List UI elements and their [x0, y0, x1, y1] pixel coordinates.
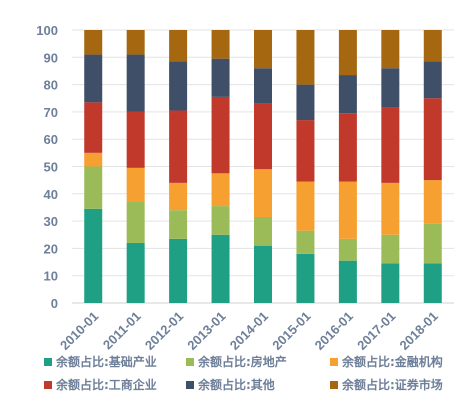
- bar-segment: [84, 102, 103, 153]
- legend-item: 余额占比:工商企业: [44, 377, 157, 392]
- legend-swatch: [186, 358, 194, 366]
- bar-segment: [126, 167, 145, 202]
- bar-segment: [126, 54, 145, 112]
- bar-segment: [169, 110, 188, 183]
- bar-segment: [84, 166, 103, 209]
- bar-segment: [381, 68, 400, 108]
- bar-segment: [423, 61, 442, 99]
- legend-item: 余额占比:其他: [186, 377, 275, 392]
- bar-segment: [211, 96, 230, 174]
- bar-segment: [254, 103, 272, 170]
- bar-segment: [423, 223, 442, 264]
- bar-segment: [338, 75, 357, 114]
- bar-segment: [423, 263, 442, 303]
- bar-segment: [296, 84, 315, 121]
- bar-segment: [381, 263, 400, 303]
- legend-swatch: [44, 381, 52, 389]
- y-tick-label: 10: [44, 269, 58, 284]
- bar-segment: [296, 30, 315, 85]
- bar-segment: [423, 98, 442, 181]
- bar-segment: [126, 201, 145, 243]
- y-tick-label: 80: [44, 78, 58, 93]
- bar-segment: [381, 107, 400, 183]
- x-tick-label: 2012-01: [142, 309, 186, 353]
- bar-segment: [126, 242, 145, 303]
- bar-segment: [84, 54, 103, 103]
- y-tick-label: 40: [44, 187, 58, 202]
- y-tick-label: 70: [44, 105, 58, 120]
- bar-segment: [338, 181, 357, 239]
- bar-segment: [84, 152, 103, 167]
- legend-swatch: [330, 358, 338, 366]
- bar-segment: [254, 30, 272, 69]
- legend-swatch: [44, 358, 52, 366]
- bar-segment: [126, 111, 145, 168]
- legend-label: 余额占比:工商企业: [55, 377, 157, 392]
- y-tick-label: 20: [44, 241, 58, 256]
- y-tick-label: 90: [44, 50, 58, 65]
- x-tick-label: 2014-01: [227, 309, 271, 353]
- bar-segment: [169, 210, 188, 239]
- bars-layer: [84, 30, 442, 303]
- y-tick-label: 30: [44, 214, 58, 229]
- y-tick-label: 60: [44, 132, 58, 147]
- bar-segment: [169, 61, 188, 111]
- bar-segment: [254, 169, 272, 218]
- x-tick-label: 2018-01: [397, 309, 441, 353]
- bar-segment: [84, 208, 103, 303]
- legend-item: 余额占比:房地产: [186, 354, 287, 369]
- x-tick-labels: 2010-012011-012012-012013-012014-012015-…: [57, 309, 441, 353]
- y-tick-label: 100: [36, 23, 58, 38]
- bar-segment: [338, 260, 357, 303]
- bar-segment: [211, 173, 230, 207]
- bar-segment: [423, 30, 442, 62]
- bar-segment: [211, 30, 230, 59]
- x-tick-label: 2015-01: [269, 309, 313, 353]
- x-tick-label: 2013-01: [184, 309, 228, 353]
- bar-segment: [84, 30, 103, 55]
- bar-segment: [211, 206, 230, 235]
- bar-segment: [381, 234, 400, 264]
- y-tick-label: 0: [51, 296, 58, 311]
- bar-segment: [381, 30, 400, 69]
- bar-segment: [423, 180, 442, 224]
- x-tick-label: 2011-01: [100, 309, 144, 353]
- legend-item: 余额占比:基础产业: [44, 354, 157, 369]
- bar-segment: [296, 253, 315, 303]
- legend-item: 余额占比:证券市场: [330, 377, 443, 392]
- x-tick-label: 2017-01: [354, 309, 398, 353]
- bar-segment: [296, 181, 315, 231]
- legend-item: 余额占比:金融机构: [330, 354, 443, 369]
- bar-segment: [169, 30, 188, 62]
- bar-segment: [169, 238, 188, 303]
- bar-segment: [126, 30, 145, 55]
- axis-layer: 0 10 20 30 40 50 60 70 80 90 100: [36, 23, 454, 311]
- x-tick-label: 2016-01: [312, 309, 356, 353]
- legend-label: 余额占比:基础产业: [55, 354, 157, 369]
- bar-segment: [296, 120, 315, 182]
- legend-label: 余额占比:房地产: [197, 354, 287, 369]
- y-tick-label: 50: [44, 160, 58, 175]
- legend-label: 余额占比:证券市场: [341, 377, 443, 392]
- bar-segment: [254, 68, 272, 104]
- bar-segment: [254, 245, 272, 303]
- bar-segment: [338, 238, 357, 261]
- bar-segment: [254, 217, 272, 246]
- legend-label: 余额占比:其他: [197, 377, 275, 392]
- bar-segment: [338, 113, 357, 182]
- bar-segment: [211, 58, 230, 97]
- bar-segment: [296, 230, 315, 254]
- bar-segment: [338, 30, 357, 76]
- bar-segment: [211, 234, 230, 303]
- bar-segment: [169, 182, 188, 211]
- bar-segment: [381, 182, 400, 235]
- legend-swatch: [186, 381, 194, 389]
- legend-label: 余额占比:金融机构: [341, 354, 443, 369]
- legend-swatch: [330, 381, 338, 389]
- x-tick-label: 2010-01: [57, 309, 101, 353]
